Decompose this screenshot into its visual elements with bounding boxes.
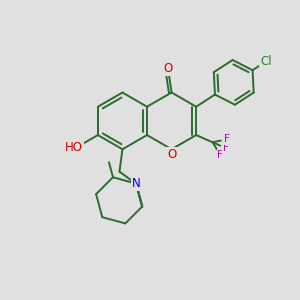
Text: F: F [224, 134, 230, 144]
Text: F: F [223, 143, 229, 153]
Text: Cl: Cl [260, 55, 272, 68]
Text: HO: HO [65, 140, 83, 154]
Text: N: N [131, 177, 140, 190]
Text: F: F [218, 150, 223, 160]
Text: O: O [163, 62, 172, 75]
Text: O: O [167, 148, 176, 161]
